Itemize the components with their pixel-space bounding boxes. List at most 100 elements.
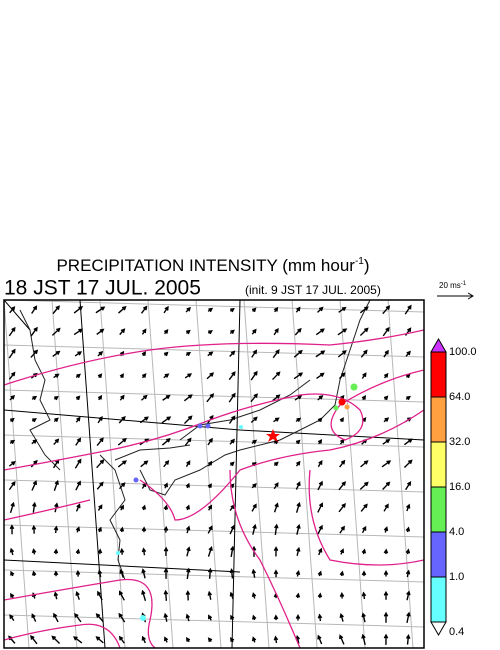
pressure-contour [4, 469, 424, 648]
wind-arrow [141, 373, 147, 379]
wind-arrow [9, 614, 15, 622]
grid-line [291, 300, 318, 648]
wind-arrow [405, 526, 411, 533]
pressure-contour [4, 469, 301, 648]
wind-arrow [405, 481, 412, 491]
colorbar-label: 32.0 [449, 436, 470, 448]
wind-arrow [382, 326, 390, 337]
wind-arrow [185, 590, 191, 601]
wind-arrow [317, 417, 323, 423]
wind-arrow [273, 417, 280, 423]
colorbar-label: 1.0 [449, 571, 464, 583]
wind-arrow [75, 373, 81, 379]
wind-arrow [273, 546, 279, 557]
wind-arrow [405, 569, 411, 578]
wind-arrow [251, 349, 258, 358]
wind-arrow [361, 591, 367, 600]
wind-arrow [52, 305, 60, 315]
wind-arrow [8, 326, 16, 337]
wind-arrow [51, 635, 61, 645]
wind-scale-arrow [437, 292, 474, 300]
wind-arrow [9, 439, 16, 445]
wind-arrow [317, 570, 323, 577]
wind-arrow [97, 569, 103, 578]
wind-arrow [294, 395, 303, 401]
wind-arrow [161, 437, 171, 446]
wind-arrow [96, 437, 104, 447]
wind-arrow [141, 589, 147, 601]
wind-arrow [185, 636, 191, 643]
colorbar-label: 100.0 [449, 346, 477, 358]
wind-arrow [31, 613, 37, 622]
wind-arrow [383, 526, 389, 533]
wind-arrow [360, 460, 369, 468]
wind-arrow [229, 591, 235, 600]
wind-arrow [230, 614, 235, 621]
wind-arrow [405, 373, 411, 379]
wind-arrow [406, 503, 411, 512]
wind-arrow [405, 395, 411, 401]
wind-arrow [404, 327, 412, 336]
wind-arrow [75, 416, 81, 423]
wind-arrow [251, 328, 257, 335]
wind-arrow [119, 547, 125, 555]
wind-arrow [31, 305, 38, 314]
wind-arrow [207, 567, 213, 579]
wind-arrow [272, 394, 281, 402]
wind-arrow [119, 504, 124, 511]
wind-arrow [162, 394, 171, 401]
wind-arrow [31, 524, 37, 534]
wind-arrow [185, 504, 191, 511]
wind-arrow [10, 570, 15, 577]
wind-scale-label: 20 ms-1 [439, 281, 467, 291]
grid-line [4, 524, 424, 538]
wind-arrow [317, 439, 323, 445]
wind-arrow [359, 481, 369, 490]
wind-arrow [9, 524, 15, 535]
grid-line [4, 300, 424, 313]
init-time: (init. 9 JST 17 JUL. 2005) [245, 283, 381, 297]
wind-arrow [75, 569, 81, 577]
wind-arrow [229, 350, 236, 358]
wind-arrow [141, 328, 147, 335]
wind-arrow [119, 328, 126, 336]
wind-arrow [405, 633, 411, 645]
grid-line [4, 389, 424, 403]
wind-arrow [361, 612, 366, 623]
colorbar-under [430, 621, 447, 637]
wind-arrow [361, 395, 366, 401]
wind-arrow [97, 373, 103, 379]
wind-arrow [251, 568, 257, 578]
title-text: PRECIPITATION INTENSITY (mm hour [56, 256, 355, 275]
wind-arrow [229, 568, 235, 579]
valid-time: 18 JST 17 JUL. 2005 [4, 277, 201, 300]
wind-arrow [206, 393, 215, 403]
wind-arrow [206, 372, 215, 380]
wind-arrow [296, 546, 301, 556]
wind-arrow [382, 438, 391, 445]
wind-arrow [117, 437, 127, 446]
wind-arrow [339, 634, 345, 645]
colorbar-segment [430, 396, 447, 443]
wind-arrow [295, 481, 301, 490]
wind-arrow [53, 438, 60, 446]
wind-arrow [118, 482, 126, 490]
wind-arrow [359, 306, 369, 314]
wind-arrow [97, 526, 102, 533]
colorbar-label: 16.0 [449, 481, 470, 493]
wind-arrow [273, 482, 279, 490]
wind-arrow [141, 547, 147, 556]
wind-arrow [118, 415, 126, 424]
wind-arrow [251, 592, 257, 599]
colorbar-segment [430, 576, 447, 623]
wind-arrow [338, 503, 346, 513]
wind-arrow [251, 483, 257, 489]
grid-line [147, 300, 174, 648]
pressure-contour [4, 329, 424, 386]
wind-arrow [339, 459, 346, 468]
wind-arrow [163, 351, 169, 357]
wind-arrow [9, 547, 15, 556]
wind-arrow [207, 437, 213, 446]
wind-arrow [52, 350, 61, 358]
